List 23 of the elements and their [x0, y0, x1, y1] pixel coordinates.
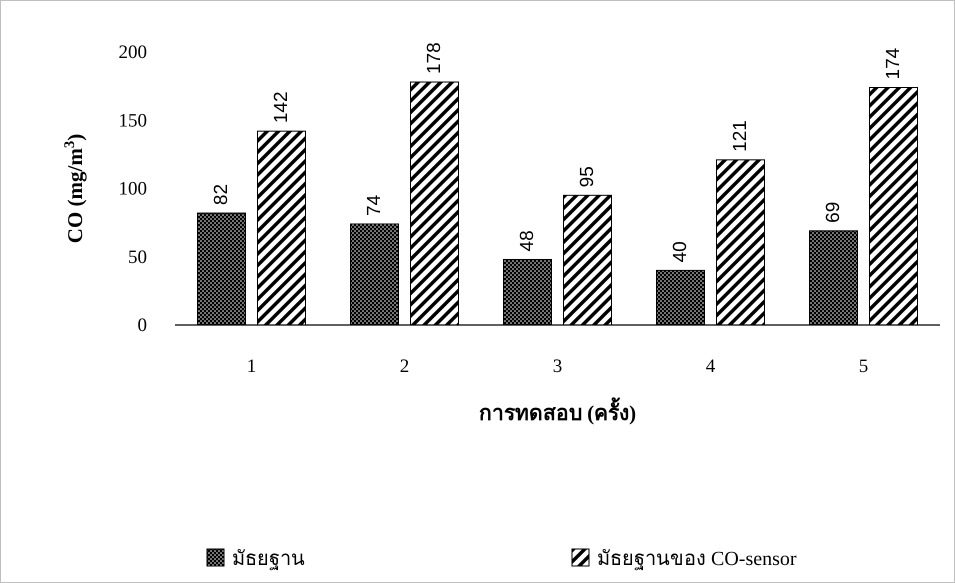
- data-label: 142: [271, 91, 292, 124]
- x-tick-label: 2: [400, 356, 410, 377]
- x-axis-title: การทดสอบ (ครั้ง): [478, 397, 636, 425]
- data-label: 121: [730, 120, 751, 152]
- x-tick-label: 1: [246, 356, 256, 377]
- data-label: 40: [670, 241, 691, 262]
- x-tick-label: 5: [858, 356, 868, 377]
- x-tick-label: 4: [706, 356, 716, 377]
- data-label: 82: [211, 184, 232, 206]
- y-tick-label: 0: [138, 315, 147, 336]
- y-tick-label: 100: [118, 178, 147, 200]
- data-label: 74: [364, 194, 385, 216]
- legend-label: มัธยฐาน: [232, 548, 305, 570]
- data-label: 95: [577, 166, 598, 188]
- y-tick-label: 50: [128, 246, 147, 268]
- y-tick-label: 200: [118, 42, 147, 63]
- y-tick-label: 150: [118, 110, 147, 132]
- x-tick-label: 3: [552, 356, 562, 377]
- data-label: 48: [517, 230, 538, 252]
- data-label: 174: [883, 47, 904, 80]
- data-label: 178: [424, 42, 445, 74]
- legend-label: มัธยฐานของ CO-sensor: [597, 548, 797, 570]
- data-label: 69: [823, 202, 844, 223]
